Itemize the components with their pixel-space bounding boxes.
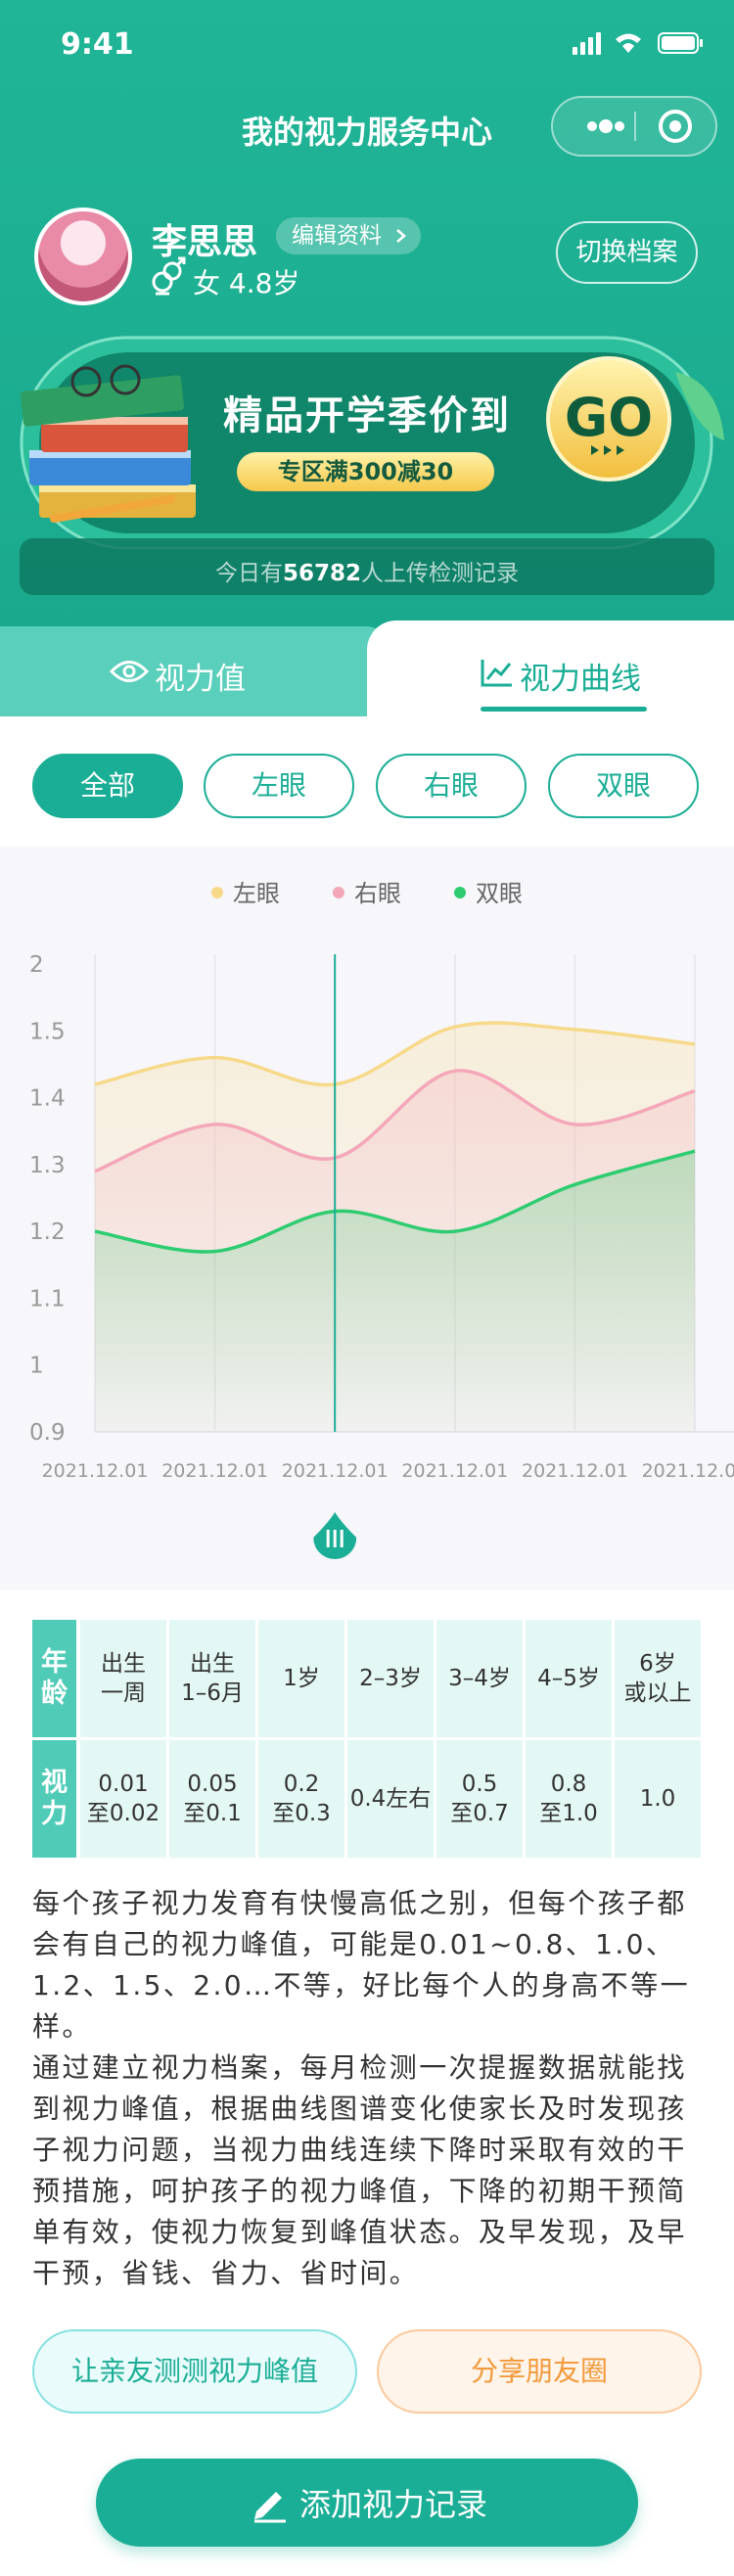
status-time: 9:41 bbox=[61, 27, 134, 62]
banner-promo: 专区满300减30 bbox=[237, 452, 494, 491]
legend-dot bbox=[454, 887, 466, 898]
y-tick-label: 1.4 bbox=[29, 1086, 66, 1112]
invite-button[interactable]: 让亲友测测视力峰值 bbox=[32, 2329, 357, 2414]
legend-label: 右眼 bbox=[354, 880, 401, 907]
tab-vision-value[interactable]: 视力值 bbox=[0, 626, 391, 716]
table-cell: 1岁 bbox=[258, 1620, 344, 1737]
table-cell: 1.0 bbox=[615, 1740, 701, 1858]
switch-profile[interactable]: 切换档案 bbox=[556, 221, 698, 284]
banner-strip bbox=[20, 538, 714, 595]
y-tick-label: 1.1 bbox=[29, 1286, 66, 1311]
x-tick-label: 2021.12.01 bbox=[401, 1460, 508, 1482]
tab-underline bbox=[481, 707, 647, 712]
banner-inner bbox=[39, 352, 695, 533]
y-tick-label: 1.5 bbox=[29, 1019, 66, 1044]
x-tick-label: 2021.12.01 bbox=[42, 1460, 149, 1482]
chevron bbox=[396, 229, 406, 243]
edit-label: 编辑资料 bbox=[292, 223, 382, 249]
banner[interactable] bbox=[0, 323, 734, 607]
gender-icon bbox=[152, 256, 186, 296]
profile-info: 女 4.8岁 bbox=[193, 267, 300, 299]
y-tick-label: 1.2 bbox=[29, 1219, 66, 1245]
table-cell: 0.5 至0.7 bbox=[436, 1740, 523, 1858]
avatar[interactable] bbox=[34, 207, 132, 305]
series-line bbox=[94, 1069, 696, 1173]
table-cell: 0.01 至0.02 bbox=[80, 1740, 166, 1858]
books bbox=[20, 364, 196, 523]
mini-program-capsule[interactable] bbox=[551, 96, 717, 157]
filter-all[interactable]: 全部 bbox=[32, 754, 183, 818]
tab-label: 视力值 bbox=[155, 662, 246, 697]
row-header: 视力 bbox=[32, 1740, 76, 1858]
legend-label: 左眼 bbox=[233, 880, 280, 907]
legend-label: 双眼 bbox=[476, 880, 523, 907]
legend-dot bbox=[333, 887, 344, 898]
y-tick-label: 1.3 bbox=[29, 1153, 66, 1178]
curve-icon bbox=[481, 660, 512, 687]
series-area bbox=[95, 1151, 695, 1432]
count-number: 56782 bbox=[282, 561, 362, 586]
y-tick-label: 0.9 bbox=[29, 1420, 66, 1446]
x-tick-label: 2021.12.01 bbox=[282, 1460, 389, 1482]
status-icons bbox=[573, 32, 703, 55]
y-tick-label: 1 bbox=[29, 1354, 44, 1379]
series-line bbox=[94, 1021, 696, 1087]
x-tick-label: 2021.12.01 bbox=[161, 1460, 268, 1482]
paragraph: 每个孩子视力发育有快慢高低之别，但每个孩子都会有自己的视力峰值，可能是0.01~… bbox=[32, 1887, 690, 2043]
capsule-icons bbox=[587, 110, 692, 143]
go-arrows bbox=[591, 445, 624, 455]
count-suffix: 人上传检测记录 bbox=[361, 561, 520, 586]
banner-go: GO bbox=[564, 387, 654, 448]
page-title: 我的视力服务中心 bbox=[241, 114, 492, 151]
filter-right[interactable]: 右眼 bbox=[376, 754, 527, 818]
go-circle bbox=[546, 356, 671, 482]
legend-dot bbox=[211, 887, 223, 898]
table-cell: 0.2 至0.3 bbox=[258, 1740, 344, 1858]
count-prefix: 今日有 bbox=[214, 561, 283, 586]
add-record-button[interactable]: 添加视力记录 bbox=[96, 2459, 638, 2547]
tab-label: 视力曲线 bbox=[520, 662, 641, 697]
eye-icon bbox=[110, 661, 149, 682]
profile-name: 李思思 bbox=[152, 222, 258, 262]
table-cell: 0.8 至1.0 bbox=[526, 1740, 612, 1858]
filter-both[interactable]: 双眼 bbox=[548, 754, 699, 818]
pen-icon bbox=[254, 2492, 286, 2523]
row-header: 年龄 bbox=[32, 1620, 76, 1737]
table-cell: 4–5岁 bbox=[526, 1620, 612, 1737]
filter-left[interactable]: 左眼 bbox=[204, 754, 354, 818]
x-tick-label: 2021.12.01 bbox=[642, 1460, 734, 1482]
paragraph: 通过建立视力档案，每月检测一次提握数据就能找到视力峰值，根据曲线图谱变化使家长及… bbox=[32, 2051, 687, 2289]
x-tick-label: 2021.12.01 bbox=[522, 1460, 628, 1482]
y-tick-label: 2 bbox=[29, 952, 44, 978]
table-cell: 6岁 或以上 bbox=[615, 1620, 701, 1737]
table-cell: 3–4岁 bbox=[436, 1620, 523, 1737]
table-cell: 出生 1–6月 bbox=[169, 1620, 255, 1737]
leaf bbox=[675, 372, 724, 440]
share-button[interactable]: 分享朋友圈 bbox=[377, 2329, 702, 2414]
edit-profile[interactable]: 编辑资料 bbox=[276, 217, 421, 254]
table-cell: 出生 一周 bbox=[80, 1620, 166, 1737]
table-cell: 0.4左右 bbox=[347, 1740, 434, 1858]
series-line bbox=[94, 1149, 696, 1254]
table-cell: 0.05 至0.1 bbox=[169, 1740, 255, 1858]
add-record-label: 添加视力记录 bbox=[299, 2486, 488, 2523]
banner-title: 精品开学季价到 bbox=[223, 393, 511, 438]
vision-chart: 左眼 右眼 双眼 0.9 1 1.1 1.2 1.3 1.4 1.5 2 2021.12.01 2021… bbox=[0, 847, 734, 1590]
tab-vision-curve[interactable]: 视力曲线 bbox=[367, 621, 734, 716]
table-cell: 2–3岁 bbox=[347, 1620, 434, 1737]
upload-count: 今日有56782人上传检测记录 bbox=[20, 554, 714, 587]
